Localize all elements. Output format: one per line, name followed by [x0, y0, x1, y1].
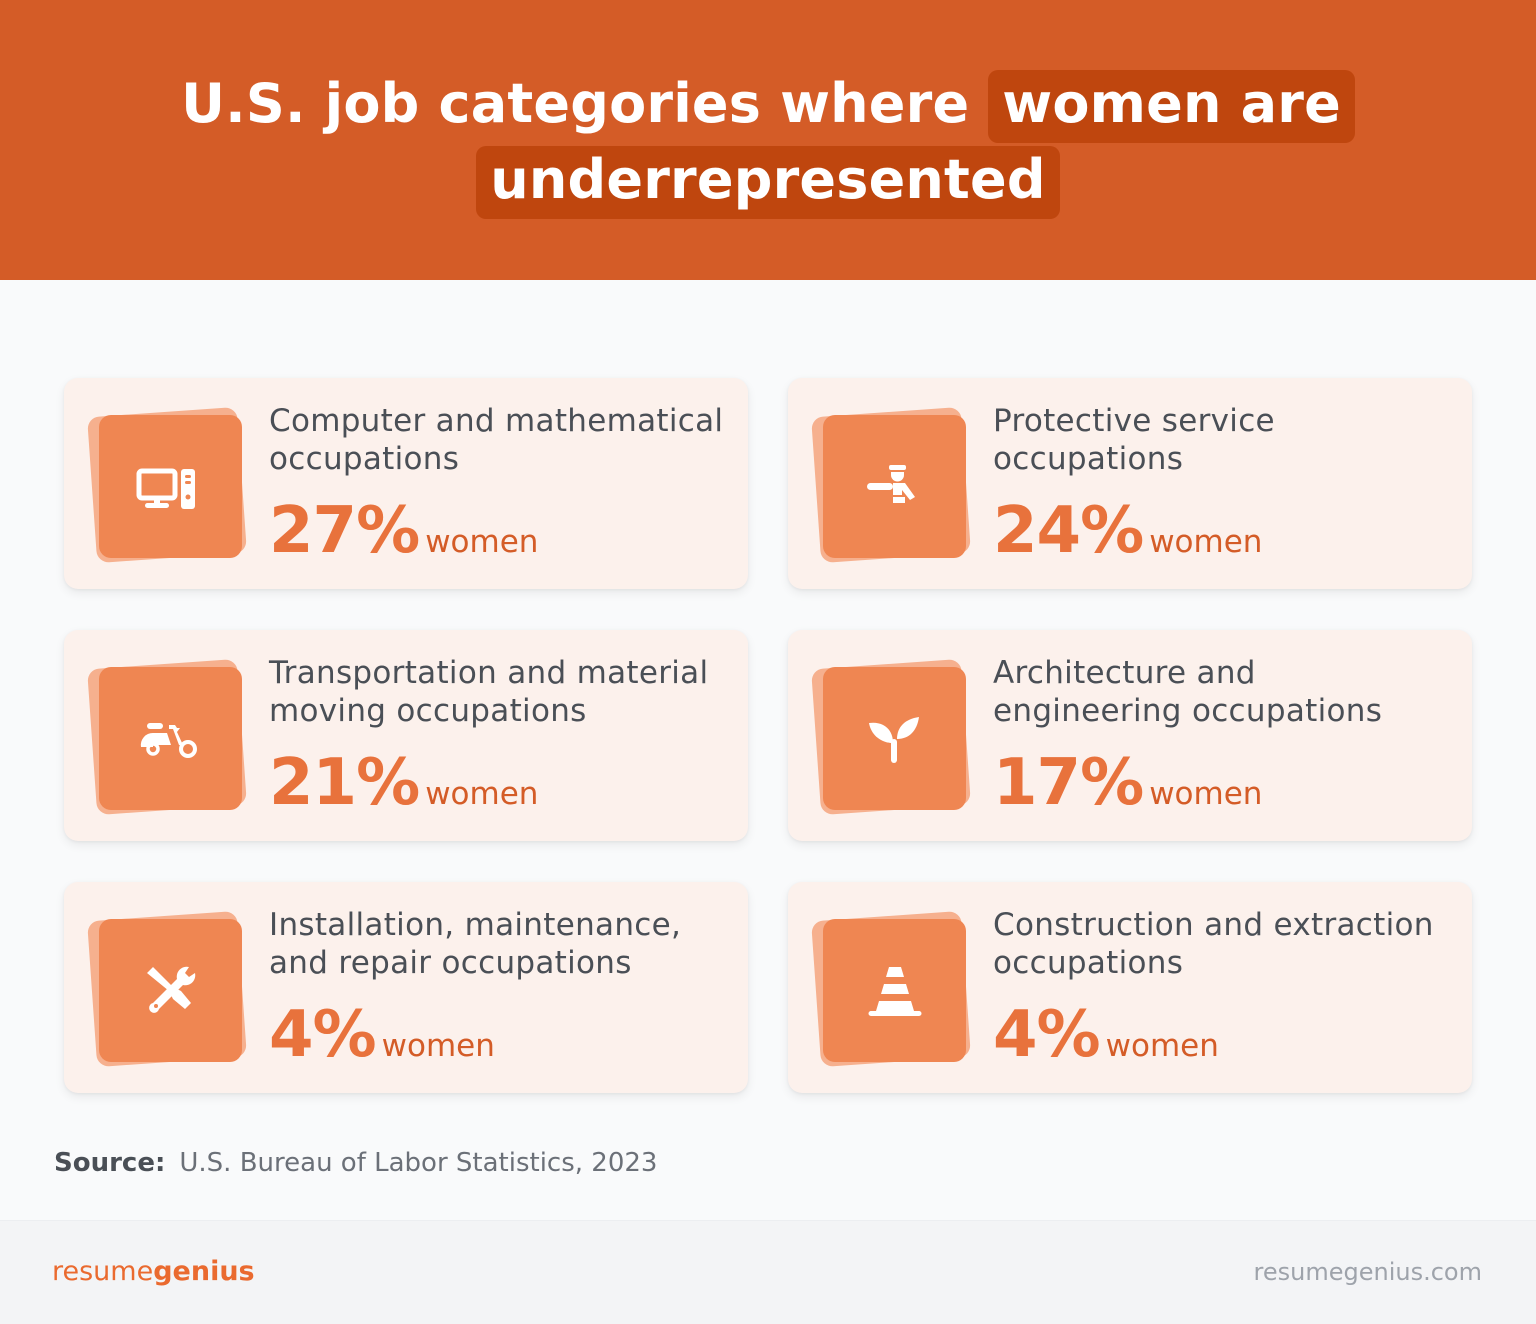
icon-tile-front — [823, 919, 966, 1062]
stat-card-installation-repair: Installation, maintenance, and repair oc… — [64, 882, 748, 1093]
brand-light: resume — [52, 1256, 154, 1287]
icon-tile — [811, 658, 972, 816]
percent-value: 17% — [993, 746, 1144, 820]
footer: resumegenius resumegenius.com — [0, 1220, 1536, 1324]
police-officer-icon — [866, 464, 915, 503]
computer-icon — [136, 468, 195, 509]
percent-value: 21% — [269, 746, 420, 820]
icon-tile — [87, 406, 248, 564]
stat-card-architecture-engineering: Architecture and engineering occupations… — [788, 630, 1472, 841]
page-title-line-2: underrepresented — [0, 146, 1536, 219]
percent-value: 4% — [993, 998, 1101, 1072]
title-highlight-1: women are — [988, 70, 1355, 143]
icon-tile-front — [823, 415, 966, 558]
source-text: U.S. Bureau of Labor Statistics, 2023 — [179, 1148, 658, 1178]
icon-tile — [87, 910, 248, 1068]
percent-unit: women — [425, 524, 539, 560]
icon-tile — [87, 658, 248, 816]
brand-bold: genius — [153, 1256, 255, 1287]
traffic-cone-icon — [868, 966, 921, 1016]
stat-card-computer: Computer and mathematical occupations 27… — [64, 378, 748, 589]
stat-card-construction-extraction: Construction and extraction occupations … — [788, 882, 1472, 1093]
stat-card-transportation: Transportation and material moving occup… — [64, 630, 748, 841]
header-banner: U.S. job categories where women are unde… — [0, 0, 1536, 280]
sprout-icon — [868, 716, 919, 763]
icon-tile-front — [99, 667, 242, 810]
stat-card-protective-service: Protective service occupations 24% women — [788, 378, 1472, 589]
icon-tile-front — [823, 667, 966, 810]
percent-unit: women — [381, 1028, 495, 1064]
stat-value: 21% women — [269, 746, 538, 820]
percent-unit: women — [1149, 524, 1263, 560]
percent-unit: women — [425, 776, 539, 812]
scooter-icon — [140, 722, 197, 758]
title-highlight-2: underrepresented — [476, 146, 1060, 219]
title-text: U.S. job categories where — [181, 72, 989, 135]
stat-value: 17% women — [993, 746, 1262, 820]
icon-tile — [811, 910, 972, 1068]
icon-tile-front — [99, 415, 242, 558]
percent-value: 24% — [993, 494, 1144, 568]
percent-value: 27% — [269, 494, 420, 568]
stat-value: 4% women — [993, 998, 1219, 1072]
source-label: Source: — [54, 1148, 166, 1178]
percent-unit: women — [1105, 1028, 1219, 1064]
percent-unit: women — [1149, 776, 1263, 812]
occupation-label: Transportation and material moving occup… — [269, 655, 709, 729]
stat-value: 24% women — [993, 494, 1262, 568]
stat-value: 27% women — [269, 494, 538, 568]
occupation-label: Architecture and engineering occupations — [993, 655, 1383, 729]
occupation-label: Protective service occupations — [993, 403, 1275, 477]
occupation-label: Construction and extraction occupations — [993, 907, 1434, 981]
tools-icon — [146, 966, 195, 1013]
site-url: resumegenius.com — [1253, 1258, 1482, 1286]
occupation-label: Installation, maintenance, and repair oc… — [269, 907, 682, 981]
brand-logo: resumegenius — [52, 1256, 255, 1287]
page-title-line-1: U.S. job categories where women are — [0, 70, 1536, 143]
icon-tile — [811, 406, 972, 564]
icon-tile-front — [99, 919, 242, 1062]
stat-value: 4% women — [269, 998, 495, 1072]
percent-value: 4% — [269, 998, 377, 1072]
occupation-label: Computer and mathematical occupations — [269, 403, 724, 477]
source-note: Source: U.S. Bureau of Labor Statistics, … — [54, 1148, 657, 1178]
